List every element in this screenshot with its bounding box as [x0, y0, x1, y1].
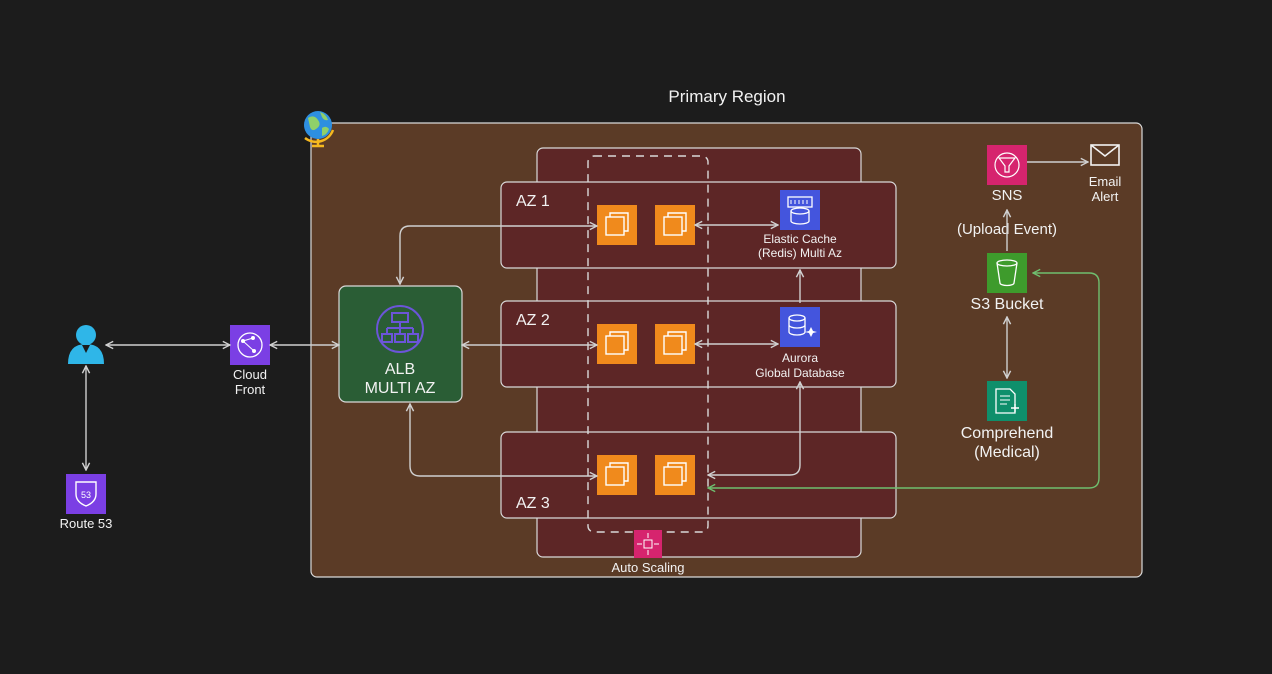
elasticache-label-line2: (Redis) Multi Az [758, 246, 842, 260]
user-icon [68, 325, 104, 364]
globe-icon [304, 111, 335, 148]
comprehend-label-line1: Comprehend [961, 425, 1054, 442]
az-1-label: AZ 1 [516, 193, 550, 210]
alb-label-line2: MULTI AZ [365, 380, 436, 397]
az-3-container [500, 431, 897, 519]
autoscaling-label: Auto Scaling [612, 560, 685, 575]
az-3-label: AZ 3 [516, 495, 550, 512]
autoscaling-icon [634, 530, 662, 558]
elasticache-label-line1: Elastic Cache [763, 232, 837, 246]
load-balancer-icon [376, 305, 424, 353]
s3-bucket-label: S3 Bucket [971, 296, 1044, 313]
route53-label: Route 53 [60, 516, 113, 531]
sns-label: SNS [992, 187, 1023, 204]
alb-az3-connector [410, 404, 597, 476]
alb-az1-connector [400, 226, 597, 284]
s3-bucket-icon [987, 253, 1027, 293]
region-title: Primary Region [668, 87, 785, 106]
ec2-instance-icon [654, 204, 696, 246]
ec2-instance-icon [654, 454, 696, 496]
cloudfront-icon [230, 325, 270, 365]
cloudfront-label-line2: Front [235, 382, 266, 397]
aurora-label-line2: Global Database [755, 366, 845, 380]
az-2-label: AZ 2 [516, 312, 550, 329]
svg-text:53: 53 [81, 490, 91, 500]
email-label-line1: Email [1089, 174, 1122, 189]
aurora-icon [780, 307, 820, 347]
ec2-instance-icon [596, 323, 638, 365]
ec2-instance-icon [596, 454, 638, 496]
comprehend-icon [987, 381, 1027, 421]
email-label-line2: Alert [1092, 189, 1119, 204]
route53-icon: 53 [66, 474, 106, 514]
alb-label-line1: ALB [385, 361, 415, 378]
az3-s3-connector [708, 273, 1100, 488]
ec2-instance-icon [596, 204, 638, 246]
comprehend-label-line2: (Medical) [974, 444, 1040, 461]
aurora-label-line1: Aurora [782, 351, 818, 365]
elasticache-icon [780, 190, 820, 230]
sns-icon [987, 145, 1027, 185]
mail-icon [1090, 144, 1120, 166]
ec2-instance-icon [654, 323, 696, 365]
cloudfront-label-line1: Cloud [233, 367, 267, 382]
